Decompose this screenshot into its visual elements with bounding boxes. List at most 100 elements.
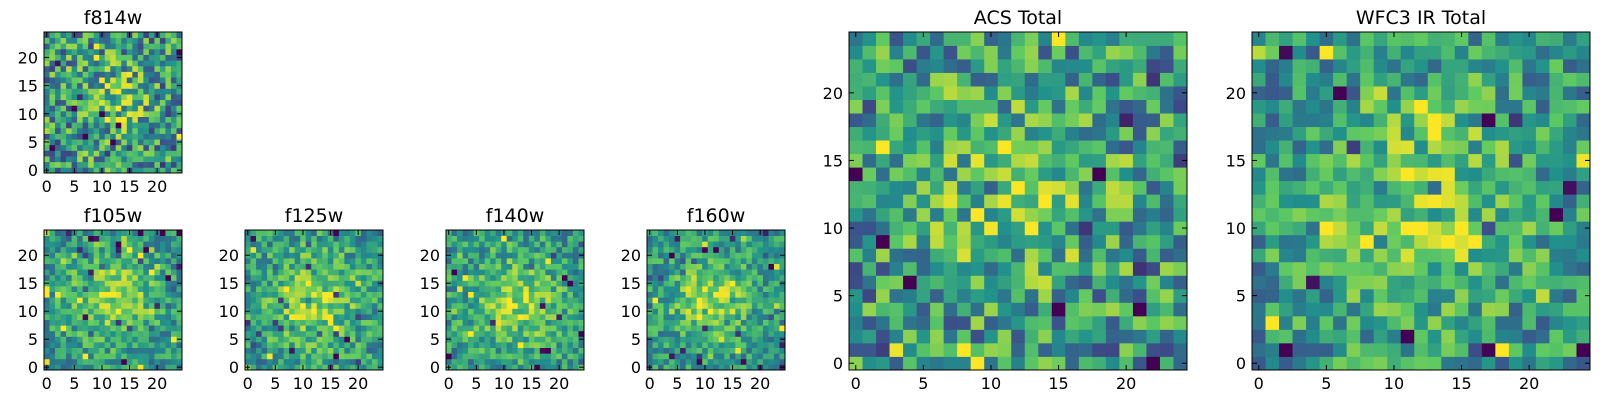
heatmap-cell bbox=[446, 286, 452, 292]
heatmap-cell bbox=[1373, 72, 1388, 87]
heatmap-cell bbox=[862, 342, 877, 357]
heatmap-cell bbox=[132, 71, 139, 78]
heatmap-cell bbox=[862, 180, 877, 195]
heatmap-cell bbox=[93, 358, 100, 365]
heatmap-cell bbox=[970, 342, 985, 357]
x-tick-label: 10 bbox=[92, 374, 112, 393]
heatmap-cell bbox=[773, 353, 780, 360]
heatmap-cell bbox=[355, 358, 362, 365]
heatmap-cell bbox=[338, 364, 345, 371]
heatmap-cell bbox=[556, 263, 563, 270]
heatmap-cell bbox=[680, 274, 687, 281]
heatmap-cell bbox=[1441, 261, 1456, 276]
heatmap-cell bbox=[1173, 153, 1188, 168]
heatmap-cell bbox=[49, 48, 56, 55]
heatmap-cell bbox=[501, 330, 508, 337]
heatmap-cell bbox=[104, 99, 111, 106]
heatmap-cell bbox=[366, 302, 373, 309]
heatmap-cell bbox=[82, 48, 89, 55]
heatmap-cell bbox=[1078, 248, 1093, 263]
heatmap-cell bbox=[355, 235, 362, 242]
heatmap-cell bbox=[1441, 86, 1456, 100]
heatmap-cell bbox=[724, 230, 731, 236]
heatmap-cell bbox=[707, 269, 714, 276]
heatmap-cell bbox=[862, 99, 877, 114]
heatmap-cell bbox=[1535, 221, 1550, 236]
heatmap-cell bbox=[154, 235, 161, 242]
heatmap-cell bbox=[903, 302, 917, 317]
heatmap-cell bbox=[137, 325, 144, 332]
heatmap-cell bbox=[44, 37, 50, 44]
heatmap-cell bbox=[479, 353, 486, 360]
heatmap-cell bbox=[349, 269, 356, 276]
heatmap-cell bbox=[1265, 59, 1280, 73]
heatmap-cell bbox=[462, 235, 469, 242]
heatmap-cell bbox=[528, 235, 535, 242]
heatmap-cell bbox=[143, 116, 150, 123]
heatmap-cell bbox=[148, 330, 155, 337]
heatmap-cell bbox=[490, 252, 497, 259]
heatmap-cell bbox=[176, 144, 183, 151]
heatmap-cell bbox=[1065, 194, 1080, 209]
heatmap-cell bbox=[534, 302, 541, 309]
heatmap-cell bbox=[154, 347, 161, 354]
y-tick-label: 20 bbox=[18, 246, 38, 265]
heatmap-cell bbox=[479, 291, 486, 298]
heatmap-cell bbox=[250, 269, 257, 276]
heatmap-cell bbox=[685, 230, 692, 236]
heatmap-cell bbox=[1481, 180, 1496, 195]
heatmap-cell bbox=[1159, 234, 1174, 249]
heatmap-cell bbox=[143, 88, 150, 95]
heatmap-cell bbox=[1427, 32, 1442, 46]
heatmap-cell bbox=[479, 342, 486, 348]
heatmap-cell bbox=[1535, 126, 1550, 141]
heatmap-cell bbox=[718, 274, 725, 281]
heatmap-cell bbox=[746, 291, 753, 298]
heatmap-cell bbox=[115, 82, 122, 89]
heatmap-cell bbox=[77, 99, 84, 106]
heatmap-cell bbox=[137, 156, 144, 163]
heatmap-cell bbox=[713, 302, 720, 309]
heatmap-cell bbox=[724, 330, 731, 337]
heatmap-cell bbox=[517, 252, 524, 259]
heatmap-cell bbox=[696, 230, 703, 236]
heatmap-cell bbox=[267, 302, 273, 309]
heatmap-cell bbox=[490, 308, 497, 315]
heatmap-cell bbox=[110, 133, 117, 140]
heatmap-cell bbox=[349, 235, 356, 242]
heatmap-cell bbox=[154, 127, 161, 134]
heatmap-cell bbox=[1173, 86, 1188, 100]
heatmap-cell bbox=[1159, 59, 1174, 73]
heatmap-cell bbox=[283, 342, 290, 348]
heatmap-cell bbox=[1038, 221, 1053, 236]
heatmap-cell bbox=[768, 330, 775, 337]
heatmap-cell bbox=[451, 314, 458, 320]
heatmap-cell bbox=[311, 319, 318, 326]
heatmap-cell bbox=[55, 252, 61, 259]
heatmap-cell bbox=[256, 308, 262, 315]
heatmap-cell bbox=[1495, 248, 1510, 263]
heatmap-cell bbox=[1319, 261, 1334, 276]
heatmap-cell bbox=[159, 105, 166, 112]
heatmap-cell bbox=[930, 86, 945, 100]
heatmap-cell bbox=[300, 280, 307, 287]
heatmap-cell bbox=[1535, 207, 1550, 222]
heatmap-cell bbox=[669, 286, 675, 292]
heatmap-cell bbox=[680, 252, 687, 259]
heatmap-cell bbox=[148, 127, 155, 134]
heatmap-cell bbox=[550, 235, 557, 242]
heatmap-cell bbox=[735, 336, 742, 343]
heatmap-cell bbox=[773, 230, 780, 236]
heatmap-cell bbox=[1065, 329, 1080, 344]
heatmap-cell bbox=[88, 144, 95, 151]
heatmap-cell bbox=[77, 139, 84, 146]
heatmap-cell bbox=[957, 356, 972, 371]
heatmap-cell bbox=[1373, 45, 1388, 60]
heatmap-cell bbox=[446, 302, 452, 309]
heatmap-cell bbox=[71, 286, 78, 292]
heatmap-cell bbox=[495, 241, 502, 248]
heatmap-cell bbox=[132, 99, 139, 106]
heatmap-cell bbox=[997, 288, 1012, 303]
heatmap-cell bbox=[170, 342, 177, 348]
heatmap-cell bbox=[104, 82, 111, 89]
